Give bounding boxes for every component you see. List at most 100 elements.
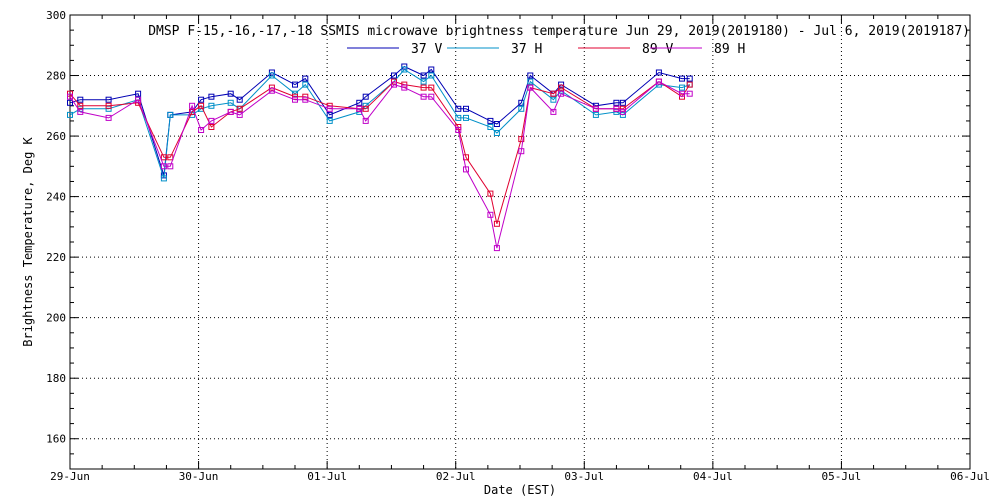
data-point <box>302 75 309 82</box>
data-point <box>455 127 462 133</box>
series-line <box>69 81 690 249</box>
series-line <box>69 65 690 176</box>
data-point <box>613 108 620 115</box>
data-point <box>592 111 599 118</box>
x-tick-label: 03-Jul <box>564 470 604 483</box>
data-point <box>420 93 427 100</box>
x-tick-label: 02-Jul <box>436 470 476 483</box>
data-point <box>292 81 298 88</box>
data-point <box>401 66 408 73</box>
data-point <box>401 84 408 91</box>
data-point <box>362 105 369 112</box>
data-point <box>518 105 525 112</box>
data-point <box>268 84 275 91</box>
x-axis-label: Date (EST) <box>484 483 556 497</box>
legend-label: 37 H <box>511 42 542 57</box>
grid-lines <box>70 15 970 469</box>
data-point <box>420 72 427 79</box>
x-tick-label: 04-Jul <box>693 470 733 483</box>
data-point <box>655 69 662 76</box>
data-point <box>67 93 73 100</box>
tick-labels: 160 180 200 220 240 260 280 300 29-Jun 30-Jun 01-J… <box>46 9 990 483</box>
data-point <box>160 163 167 170</box>
data-point <box>198 127 205 133</box>
data-point <box>167 163 174 170</box>
x-tick-label: 06-Jul <box>950 470 990 483</box>
data-point <box>208 93 215 100</box>
data-point <box>135 96 142 103</box>
data-point <box>77 108 84 115</box>
data-point <box>655 78 662 85</box>
data-point <box>268 72 275 79</box>
data-point <box>236 96 243 103</box>
data-point <box>105 96 112 103</box>
y-tick-label: 240 <box>46 191 66 204</box>
data-point <box>487 124 494 130</box>
data-point <box>493 130 500 136</box>
data-point <box>356 99 363 106</box>
data-point <box>428 72 435 79</box>
data-point <box>493 220 500 227</box>
data-point <box>77 102 84 109</box>
data-point <box>558 84 565 91</box>
data-point <box>198 102 205 109</box>
data-point <box>362 117 369 124</box>
data-point <box>208 124 215 130</box>
data-point <box>227 99 234 106</box>
data-point <box>550 90 557 97</box>
data-point <box>679 84 685 91</box>
data-point <box>455 105 462 112</box>
data-point <box>236 105 243 112</box>
data-point <box>77 96 84 103</box>
x-tick-label: 05-Jul <box>822 470 862 483</box>
data-point <box>550 108 557 115</box>
data-point <box>167 154 174 161</box>
data-point <box>487 117 494 124</box>
data-point <box>527 84 534 91</box>
data-point <box>67 111 73 118</box>
y-tick-label: 200 <box>46 312 66 325</box>
data-point <box>619 99 626 106</box>
plot-frame <box>69 14 971 470</box>
data-point <box>198 96 205 103</box>
data-point <box>167 111 174 118</box>
data-point <box>527 78 534 85</box>
data-point <box>428 66 435 73</box>
data-point <box>391 72 397 79</box>
data-point <box>236 111 243 118</box>
y-tick-label: 280 <box>46 70 66 83</box>
data-point <box>558 90 565 97</box>
data-point <box>550 96 557 103</box>
data-point <box>208 102 215 109</box>
y-tick-label: 260 <box>46 130 66 143</box>
data-point <box>420 78 427 85</box>
chart-title: DMSP F-15,-16,-17,-18 SSMIS microwave br… <box>148 24 970 39</box>
data-point <box>613 105 620 112</box>
y-tick-label: 180 <box>46 372 66 385</box>
data-point <box>302 81 309 88</box>
data-point <box>686 75 693 82</box>
data-point <box>160 175 167 182</box>
data-series <box>67 63 693 252</box>
data-point <box>518 136 525 143</box>
data-point <box>135 90 142 97</box>
data-point <box>518 148 525 155</box>
series-89-h <box>67 78 693 252</box>
data-point <box>326 117 333 124</box>
y-axis-label: Brightness Temperature, Deg K <box>21 136 35 346</box>
data-point <box>105 102 112 109</box>
x-tick-label: 29-Jun <box>50 470 90 483</box>
data-point <box>487 190 494 197</box>
y-tick-label: 160 <box>46 433 66 446</box>
legend-label: 37 V <box>411 42 442 57</box>
data-point <box>493 121 500 127</box>
data-point <box>67 99 73 106</box>
data-point <box>105 114 112 121</box>
x-tick-label: 01-Jul <box>307 470 347 483</box>
data-point <box>208 117 215 124</box>
series-37-v <box>67 63 693 179</box>
data-point <box>619 108 626 115</box>
data-point <box>362 93 369 100</box>
data-point <box>326 105 333 112</box>
